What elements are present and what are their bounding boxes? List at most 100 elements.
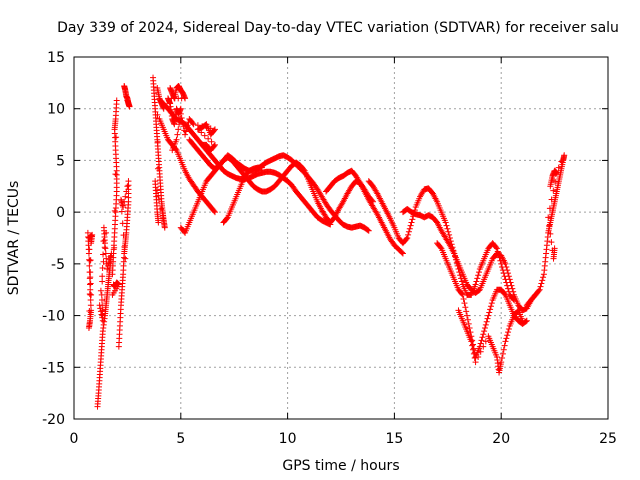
data-point-marker — [104, 266, 111, 273]
x-tick-label: 15 — [385, 431, 403, 447]
data-point-marker — [504, 332, 511, 339]
data-point-marker — [458, 290, 465, 297]
data-point-marker — [545, 214, 552, 221]
data-point-marker — [194, 122, 201, 129]
axis-ticks — [73, 56, 609, 420]
data-point-marker — [409, 216, 416, 223]
data-point-marker — [97, 287, 104, 294]
y-axis-label: SDTVAR / TECUs — [6, 181, 22, 296]
data-point-marker — [111, 207, 118, 214]
data-point-marker — [505, 326, 512, 333]
data-point-marker — [486, 309, 493, 316]
data-point-marker — [499, 350, 506, 357]
data-point-marker — [120, 232, 127, 239]
data-point-marker — [98, 291, 105, 298]
x-tick-label: 5 — [176, 431, 185, 447]
data-point-marker — [540, 274, 547, 281]
data-point-marker — [99, 278, 106, 285]
data-point-marker — [99, 317, 106, 324]
data-point-marker — [472, 359, 479, 366]
data-point-marker — [98, 297, 105, 304]
data-point-marker — [537, 283, 544, 290]
data-point-marker — [500, 346, 507, 353]
data-point-marker — [462, 304, 469, 311]
data-point-marker — [100, 238, 107, 245]
data-point-marker — [498, 359, 505, 366]
data-point-marker — [477, 340, 484, 347]
y-tick-label: -15 — [42, 360, 65, 376]
data-point-marker — [477, 348, 484, 355]
data-points — [84, 74, 568, 410]
data-point-marker — [499, 354, 506, 361]
data-point-marker — [87, 280, 94, 287]
data-point-marker — [86, 257, 93, 264]
data-point-marker — [538, 280, 545, 287]
data-point-marker — [551, 245, 558, 252]
data-point-marker — [493, 244, 500, 251]
data-point-marker — [502, 260, 509, 267]
data-point-marker — [502, 338, 509, 345]
y-tick-label: -20 — [42, 412, 65, 428]
data-point-marker — [99, 314, 106, 321]
data-point-marker — [475, 353, 482, 360]
data-point-marker — [180, 123, 187, 130]
data-point-marker — [111, 244, 118, 251]
data-point-marker — [482, 321, 489, 328]
data-point-marker — [473, 278, 480, 285]
data-point-marker — [461, 300, 468, 307]
data-point-marker — [365, 227, 372, 234]
y-tick-label: 0 — [56, 205, 65, 221]
x-axis-label: GPS time / hours — [282, 458, 399, 474]
data-point-marker — [407, 222, 414, 229]
data-point-marker — [488, 300, 495, 307]
data-point-marker — [404, 235, 411, 241]
y-tick-label: 15 — [47, 50, 65, 66]
data-point-marker — [182, 131, 189, 138]
data-point-marker — [474, 275, 481, 282]
data-point-marker — [472, 281, 479, 288]
data-point-marker — [86, 308, 93, 315]
data-point-marker — [86, 291, 93, 298]
data-point-marker — [99, 273, 106, 280]
data-point-marker — [465, 320, 472, 327]
data-point-marker — [553, 169, 560, 176]
x-tick-label: 10 — [279, 431, 297, 447]
data-point-marker — [506, 276, 513, 283]
data-point-marker — [97, 305, 104, 312]
data-point-marker — [172, 146, 179, 153]
data-point-marker — [211, 141, 218, 148]
data-point-marker — [86, 234, 93, 241]
x-tick-label: 20 — [492, 431, 510, 447]
data-point-marker — [122, 255, 129, 262]
data-point-marker — [85, 324, 92, 331]
data-point-marker — [482, 338, 489, 345]
data-point-marker — [102, 250, 109, 257]
grid-lines — [74, 57, 608, 419]
data-point-marker — [154, 111, 161, 118]
data-point-marker — [405, 228, 412, 235]
data-point-marker — [446, 240, 453, 247]
data-point-marker — [510, 288, 517, 295]
data-point-marker — [548, 196, 555, 203]
y-tick-label: 5 — [56, 153, 65, 169]
data-point-marker — [258, 164, 265, 171]
data-point-marker — [444, 225, 451, 232]
data-point-marker — [480, 343, 487, 350]
data-point-marker — [443, 222, 450, 229]
data-point-marker — [470, 346, 477, 353]
data-point-marker — [480, 331, 487, 338]
data-point-marker — [406, 225, 413, 232]
data-point-marker — [509, 285, 516, 292]
data-point-marker — [467, 329, 474, 336]
data-point-marker — [113, 134, 120, 141]
data-point-marker — [211, 127, 218, 134]
data-point-marker — [405, 231, 412, 238]
data-point-marker — [203, 124, 210, 131]
data-point-marker — [558, 158, 565, 165]
data-point-marker — [470, 341, 477, 348]
data-point-marker — [373, 209, 380, 216]
data-point-marker — [86, 262, 93, 269]
data-point-marker — [88, 291, 95, 298]
data-point-marker — [457, 272, 464, 279]
data-point-marker — [503, 263, 510, 270]
